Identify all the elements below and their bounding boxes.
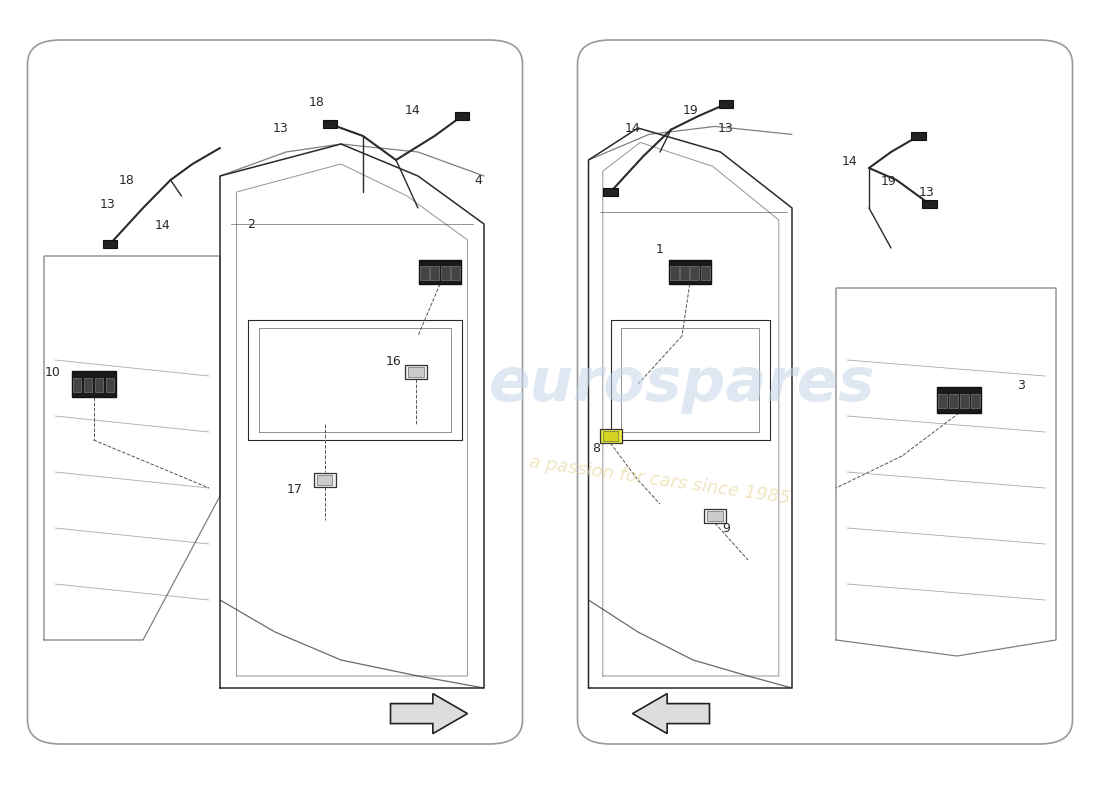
Bar [323, 119, 337, 128]
Bar [669, 260, 711, 284]
Text: 14: 14 [842, 155, 857, 168]
Bar [971, 394, 980, 408]
Bar [317, 475, 332, 485]
Bar [949, 394, 958, 408]
Bar [95, 378, 103, 392]
Polygon shape [632, 694, 710, 734]
Text: 18: 18 [309, 96, 324, 109]
Text: 16: 16 [386, 355, 402, 368]
Bar [451, 266, 460, 280]
Text: 19: 19 [881, 175, 896, 188]
Bar [408, 367, 424, 377]
Bar [430, 266, 439, 280]
Bar [670, 266, 679, 280]
Bar [701, 266, 710, 280]
Bar [419, 260, 461, 284]
Polygon shape [390, 694, 468, 734]
Text: 17: 17 [287, 483, 303, 496]
Text: 8: 8 [592, 442, 601, 454]
Text: 14: 14 [405, 104, 420, 117]
Text: 13: 13 [918, 186, 934, 198]
Bar [604, 188, 618, 196]
Bar [72, 371, 116, 397]
Text: 1: 1 [656, 243, 664, 256]
Bar [937, 387, 981, 413]
FancyBboxPatch shape [578, 40, 1072, 744]
Text: 13: 13 [718, 122, 734, 134]
Text: 13: 13 [273, 122, 288, 134]
Text: 4: 4 [474, 174, 483, 186]
Text: eurospares: eurospares [488, 354, 876, 414]
Text: 13: 13 [100, 198, 116, 210]
Bar [420, 266, 429, 280]
Text: a passion for cars since 1985: a passion for cars since 1985 [528, 453, 792, 507]
Bar [455, 111, 469, 120]
Text: 10: 10 [45, 366, 60, 378]
Bar [911, 131, 926, 141]
Bar [960, 394, 969, 408]
FancyBboxPatch shape [28, 40, 522, 744]
Text: 2: 2 [246, 218, 255, 230]
Bar [680, 266, 689, 280]
Text: 3: 3 [1016, 379, 1025, 392]
Bar [719, 100, 734, 108]
Bar [603, 431, 618, 441]
Bar [106, 378, 114, 392]
Bar [922, 200, 937, 208]
Bar [103, 240, 117, 248]
Bar [84, 378, 92, 392]
Bar [691, 266, 700, 280]
Bar [938, 394, 947, 408]
Bar [73, 378, 81, 392]
Bar [441, 266, 450, 280]
Bar [314, 473, 336, 487]
Text: 9: 9 [722, 522, 730, 534]
Text: 18: 18 [119, 174, 134, 186]
Text: 14: 14 [155, 219, 170, 232]
Bar [600, 429, 621, 443]
Bar [707, 511, 723, 521]
Text: 14: 14 [625, 122, 640, 134]
Bar [405, 365, 427, 379]
Text: 19: 19 [683, 104, 698, 117]
Bar [704, 509, 726, 523]
